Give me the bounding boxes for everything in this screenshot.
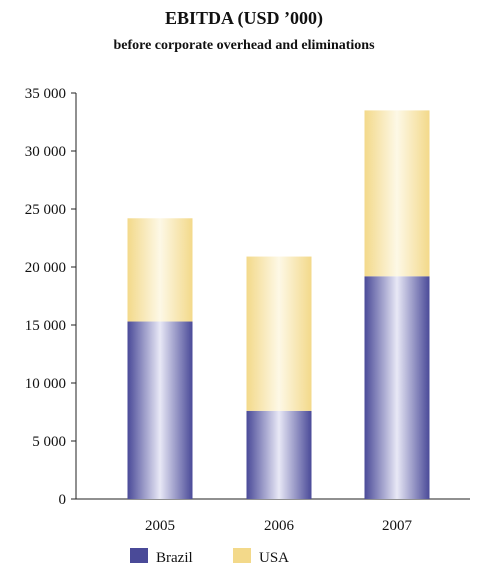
bar-usa-2005 (127, 218, 193, 322)
y-tick-label: 5 000 (32, 434, 66, 450)
y-tick-label: 30 000 (25, 144, 66, 160)
bar-brazil-2005 (127, 321, 193, 499)
x-tick-label: 2006 (264, 518, 295, 534)
bar-brazil-2007 (364, 276, 430, 499)
legend-label-brazil: Brazil (156, 550, 193, 566)
x-tick-label: 2005 (145, 518, 175, 534)
bar-brazil-2006 (246, 410, 312, 499)
bar-usa-2006 (246, 256, 312, 411)
x-tick-label: 2007 (382, 518, 413, 534)
y-tick-label: 35 000 (25, 86, 66, 102)
bar-usa-2007 (364, 110, 430, 277)
y-tick-label: 25 000 (25, 202, 66, 218)
chart-title: EBITDA (USD ’000) (164, 8, 324, 28)
y-tick-label: 0 (59, 492, 67, 508)
legend-swatch-brazil (130, 548, 148, 563)
chart-subtitle: before corporate overhead and eliminatio… (113, 38, 375, 53)
y-tick-label: 10 000 (25, 376, 66, 392)
legend-swatch-usa (233, 548, 251, 563)
legend-label-usa: USA (259, 550, 289, 566)
y-tick-label: 15 000 (25, 318, 66, 334)
y-tick-label: 20 000 (25, 260, 66, 276)
